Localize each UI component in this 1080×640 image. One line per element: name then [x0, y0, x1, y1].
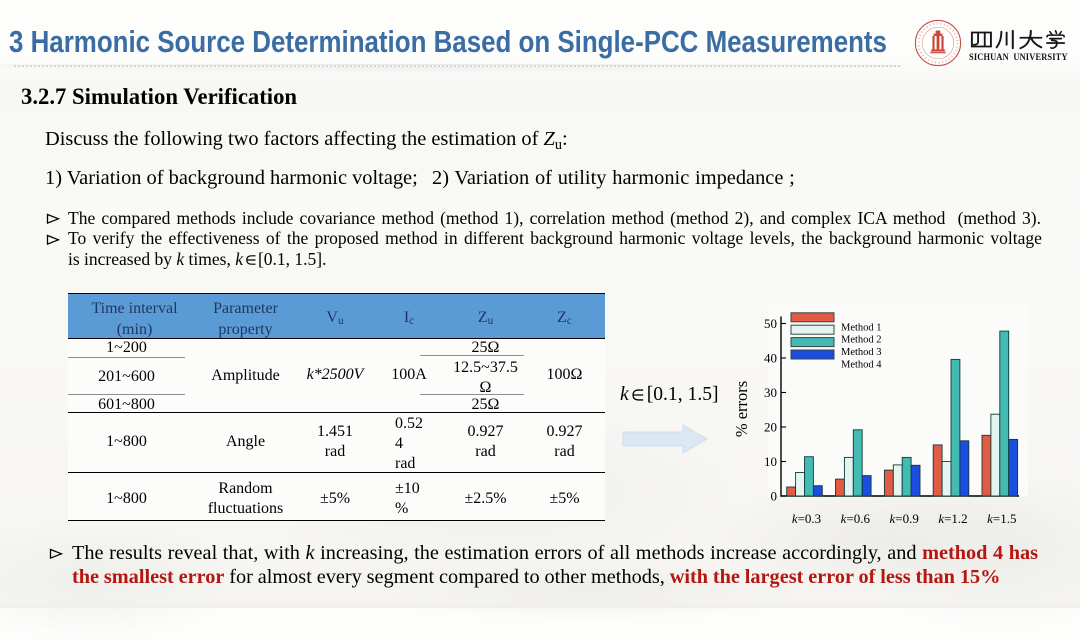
svg-text:k=0.3: k=0.3 — [792, 511, 821, 526]
svg-text:50: 50 — [764, 316, 777, 331]
svg-text:% errors: % errors — [732, 381, 751, 437]
svg-text:Method 4: Method 4 — [841, 360, 882, 371]
svg-text:40: 40 — [764, 351, 777, 366]
svg-text:k=1.2: k=1.2 — [938, 511, 967, 526]
svg-text:0: 0 — [771, 489, 778, 504]
svg-text:10: 10 — [764, 454, 777, 469]
svg-text:Method 3: Method 3 — [841, 347, 882, 358]
svg-text:20: 20 — [764, 420, 777, 435]
svg-text:Method 1: Method 1 — [841, 322, 882, 333]
svg-text:Method 2: Method 2 — [841, 335, 882, 346]
svg-text:k=0.9: k=0.9 — [890, 511, 919, 526]
svg-text:k=0.6: k=0.6 — [841, 511, 871, 526]
svg-text:30: 30 — [764, 385, 777, 400]
svg-text:k=1.5: k=1.5 — [987, 511, 1016, 526]
